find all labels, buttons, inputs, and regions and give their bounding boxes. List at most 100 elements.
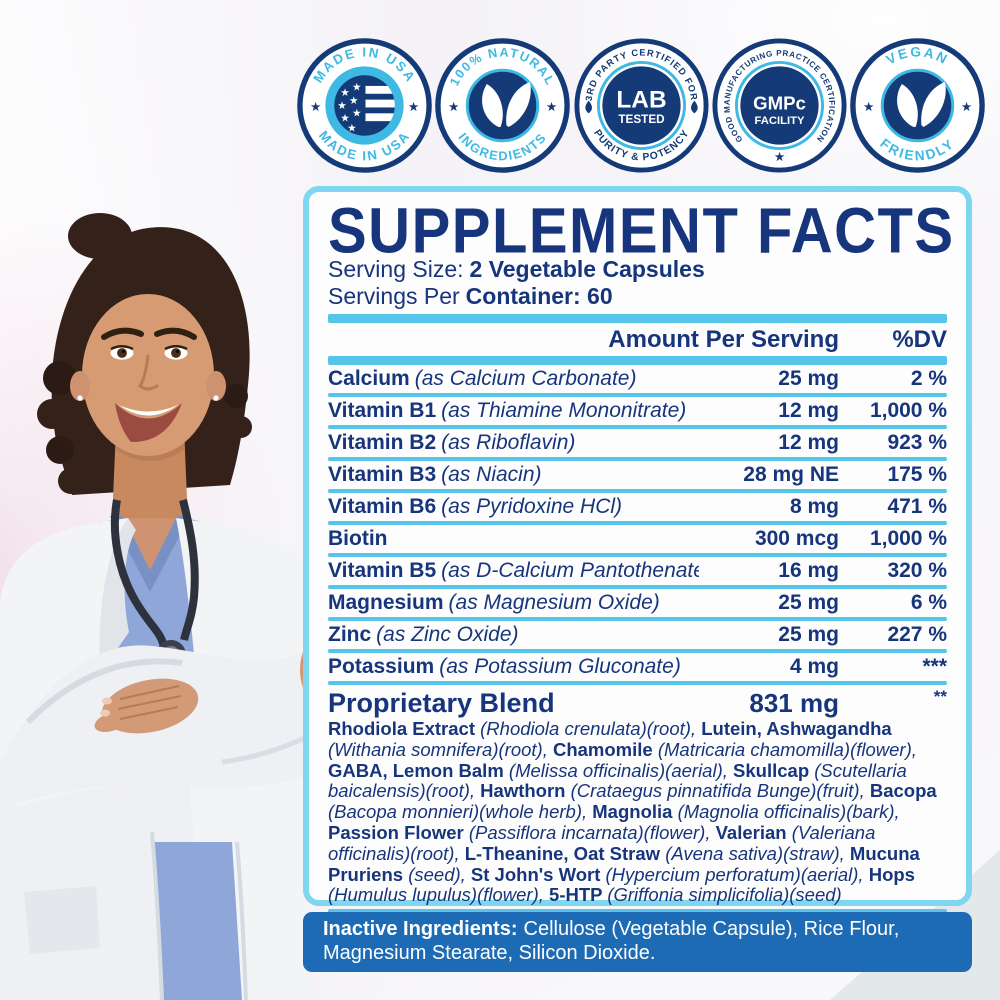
nutrient-detail: (as Niacin) — [441, 463, 542, 486]
blend-segment: 5-HTP — [549, 884, 608, 906]
row-divider — [328, 585, 947, 589]
blend-segment: (Rhodiola crenulata)(root), — [480, 718, 702, 739]
nutrient-detail: (as Calcium Carbonate) — [414, 367, 637, 390]
nutrient-amount: 300 mcg — [754, 527, 839, 550]
servings-per-value: Container: 60 — [465, 283, 613, 309]
badge-center-line2: TESTED — [618, 113, 664, 126]
blend-segment: Bacopa — [869, 780, 937, 802]
blend-segment: (Scutellaria baicalensis)(root), — [328, 759, 907, 802]
table-row: Potassium (as Potassium Gluconate) 4 mg *** — [328, 653, 947, 681]
nutrient-name: Vitamin B2 — [328, 431, 437, 454]
nutrient-name: Zinc — [328, 623, 372, 646]
blend-segment: (Melissa officinalis)(aerial), — [508, 759, 734, 781]
row-divider — [328, 649, 947, 653]
col-header-amount: Amount Per Serving — [608, 325, 839, 353]
blend-segment: (Withania somnifera)(root), — [328, 738, 553, 760]
star-icon: ★ — [547, 101, 557, 113]
water-drop-icon — [691, 100, 698, 114]
row-divider — [328, 617, 947, 621]
table-row: Vitamin B1 (as Thiamine Mononitrate) 12 mg… — [328, 397, 947, 425]
blend-segment: (Humulus lupulus)(flower), — [328, 884, 550, 906]
row-divider — [328, 393, 947, 397]
nutrient-detail: (as Potassium Gluconate) — [439, 655, 681, 678]
nutrient-detail: (as Zinc Oxide) — [376, 623, 519, 646]
badge-made-in-usa: ★★★ ★★ ★★ MADE IN USA MADE IN USA ★ ★ — [297, 38, 432, 173]
inactive-ingredients-box: Inactive Ingredients: Cellulose (Vegetabl… — [303, 912, 972, 972]
nutrient-amount: 25 mg — [778, 591, 839, 614]
nutrient-dv: 320 % — [887, 559, 947, 582]
blend-name: Proprietary Blend — [328, 688, 555, 718]
blend-segment: (Bacopa monnieri)(whole herb), — [328, 801, 593, 823]
doctor-illustration — [0, 213, 340, 1000]
table-row: Magnesium (as Magnesium Oxide) 25 mg 6 % — [328, 589, 947, 617]
svg-text:★: ★ — [338, 100, 347, 110]
svg-text:★: ★ — [353, 82, 362, 92]
badge-natural-ingredients: 100% NATURAL INGREDIENTS ★ ★ — [435, 38, 570, 173]
blend-segment: Passion Flower — [328, 821, 469, 843]
blend-segment: GABA, Lemon Balm — [328, 759, 509, 781]
row-divider — [328, 521, 947, 525]
blend-segment: (Passiflora incarnata)(flower), — [468, 821, 716, 843]
nutrient-amount: 28 mg NE — [743, 463, 839, 486]
svg-text:★: ★ — [341, 113, 350, 123]
blend-segment: Magnolia — [592, 801, 678, 823]
blend-segment: Chamomile — [552, 738, 658, 760]
row-divider — [328, 553, 947, 557]
star-icon: ★ — [409, 101, 419, 113]
nutrient-detail: (as Pyridoxine HCl) — [441, 495, 623, 518]
servings-per-line: Servings Per Container: 60 — [328, 283, 947, 310]
row-divider — [328, 489, 947, 493]
supplement-facts-title: SUPPLEMENT FACTS — [328, 195, 955, 267]
nutrient-name: Vitamin B6 — [328, 495, 437, 518]
divider-bar — [328, 314, 947, 323]
badge-center-line1: GMPc — [753, 92, 806, 113]
nutrient-detail: (as Magnesium Oxide) — [448, 591, 660, 614]
blend-segment: (Avena sativa)(straw), — [665, 842, 850, 864]
nutrient-amount: 25 mg — [778, 623, 839, 646]
nutrient-dv: 6 % — [910, 591, 947, 614]
blend-segment: (Crataegus pinnatifida Bunge)(fruit), — [570, 780, 870, 802]
nutrient-dv: 1,000 % — [869, 527, 947, 550]
nutrient-dv: *** — [922, 655, 947, 678]
blend-segment: Rhodiola Extract — [328, 718, 481, 739]
blend-segment: St John's Wort — [470, 863, 606, 885]
leaf-icon — [897, 82, 946, 128]
doctor-photo — [0, 213, 340, 1000]
nutrient-amount: 16 mg — [778, 559, 839, 582]
nutrient-detail: (as Riboflavin) — [441, 431, 576, 454]
blend-segment: Lutein, Ashwagandha — [701, 718, 892, 739]
badge-vegan-friendly: VEGAN FRIENDLY ★ ★ — [850, 38, 985, 173]
badge-lab-tested: LAB TESTED 3RD PARTY CERTIFIED FOR PURIT… — [574, 38, 709, 173]
blend-segment: Hops — [868, 863, 915, 885]
nutrient-name: Biotin — [328, 527, 388, 550]
table-column-headers: Amount Per Serving %DV — [328, 323, 947, 356]
blend-segment: (Valeriana officinalis)(root), — [328, 821, 876, 864]
divider-bar — [328, 356, 947, 365]
nutrient-name: Vitamin B1 — [328, 399, 437, 422]
nutrient-amount: 8 mg — [789, 495, 839, 518]
blend-segment: (Magnolia officinalis)(bark), — [677, 801, 900, 823]
table-row: Vitamin B5 (as D-Calcium Pantothenate) 16 … — [328, 557, 947, 585]
nutrient-detail: (as D-Calcium Pantothenate) — [441, 559, 699, 582]
serving-size-value: 2 Vegetable Capsules — [469, 256, 705, 282]
serving-size-line: Serving Size: 2 Vegetable Capsules — [328, 256, 947, 283]
nutrient-dv: 2 % — [910, 367, 947, 390]
table-row: Vitamin B6 (as Pyridoxine HCl) 8 mg 471 % — [328, 493, 947, 521]
svg-text:VEGAN: VEGAN — [884, 44, 952, 67]
nutrient-amount: 12 mg — [778, 399, 839, 422]
blend-ingredients-paragraph: Rhodiola Extract (Rhodiola crenulata)(ro… — [328, 718, 947, 906]
blend-segment: (Griffonia simplicifolia)(seed) — [607, 884, 842, 906]
blend-dv: ** — [933, 687, 947, 706]
blend-segment: (seed), — [408, 863, 471, 885]
inactive-ingredients-text: Cellulose (Vegetable Capsule), Rice Flou… — [323, 918, 900, 964]
col-header-dv: %DV — [892, 325, 947, 353]
nutrient-detail: (as Thiamine Mononitrate) — [441, 399, 687, 422]
nutrient-dv: 923 % — [887, 431, 947, 454]
table-row: Biotin 300 mcg 1,000 % — [328, 525, 947, 553]
nutrient-name: Magnesium — [328, 591, 444, 614]
blend-segment: Skullcap — [733, 759, 815, 781]
svg-text:★: ★ — [353, 108, 362, 118]
inactive-ingredients-label: Inactive Ingredients: — [323, 918, 518, 940]
nutrient-name: Potassium — [328, 655, 435, 678]
